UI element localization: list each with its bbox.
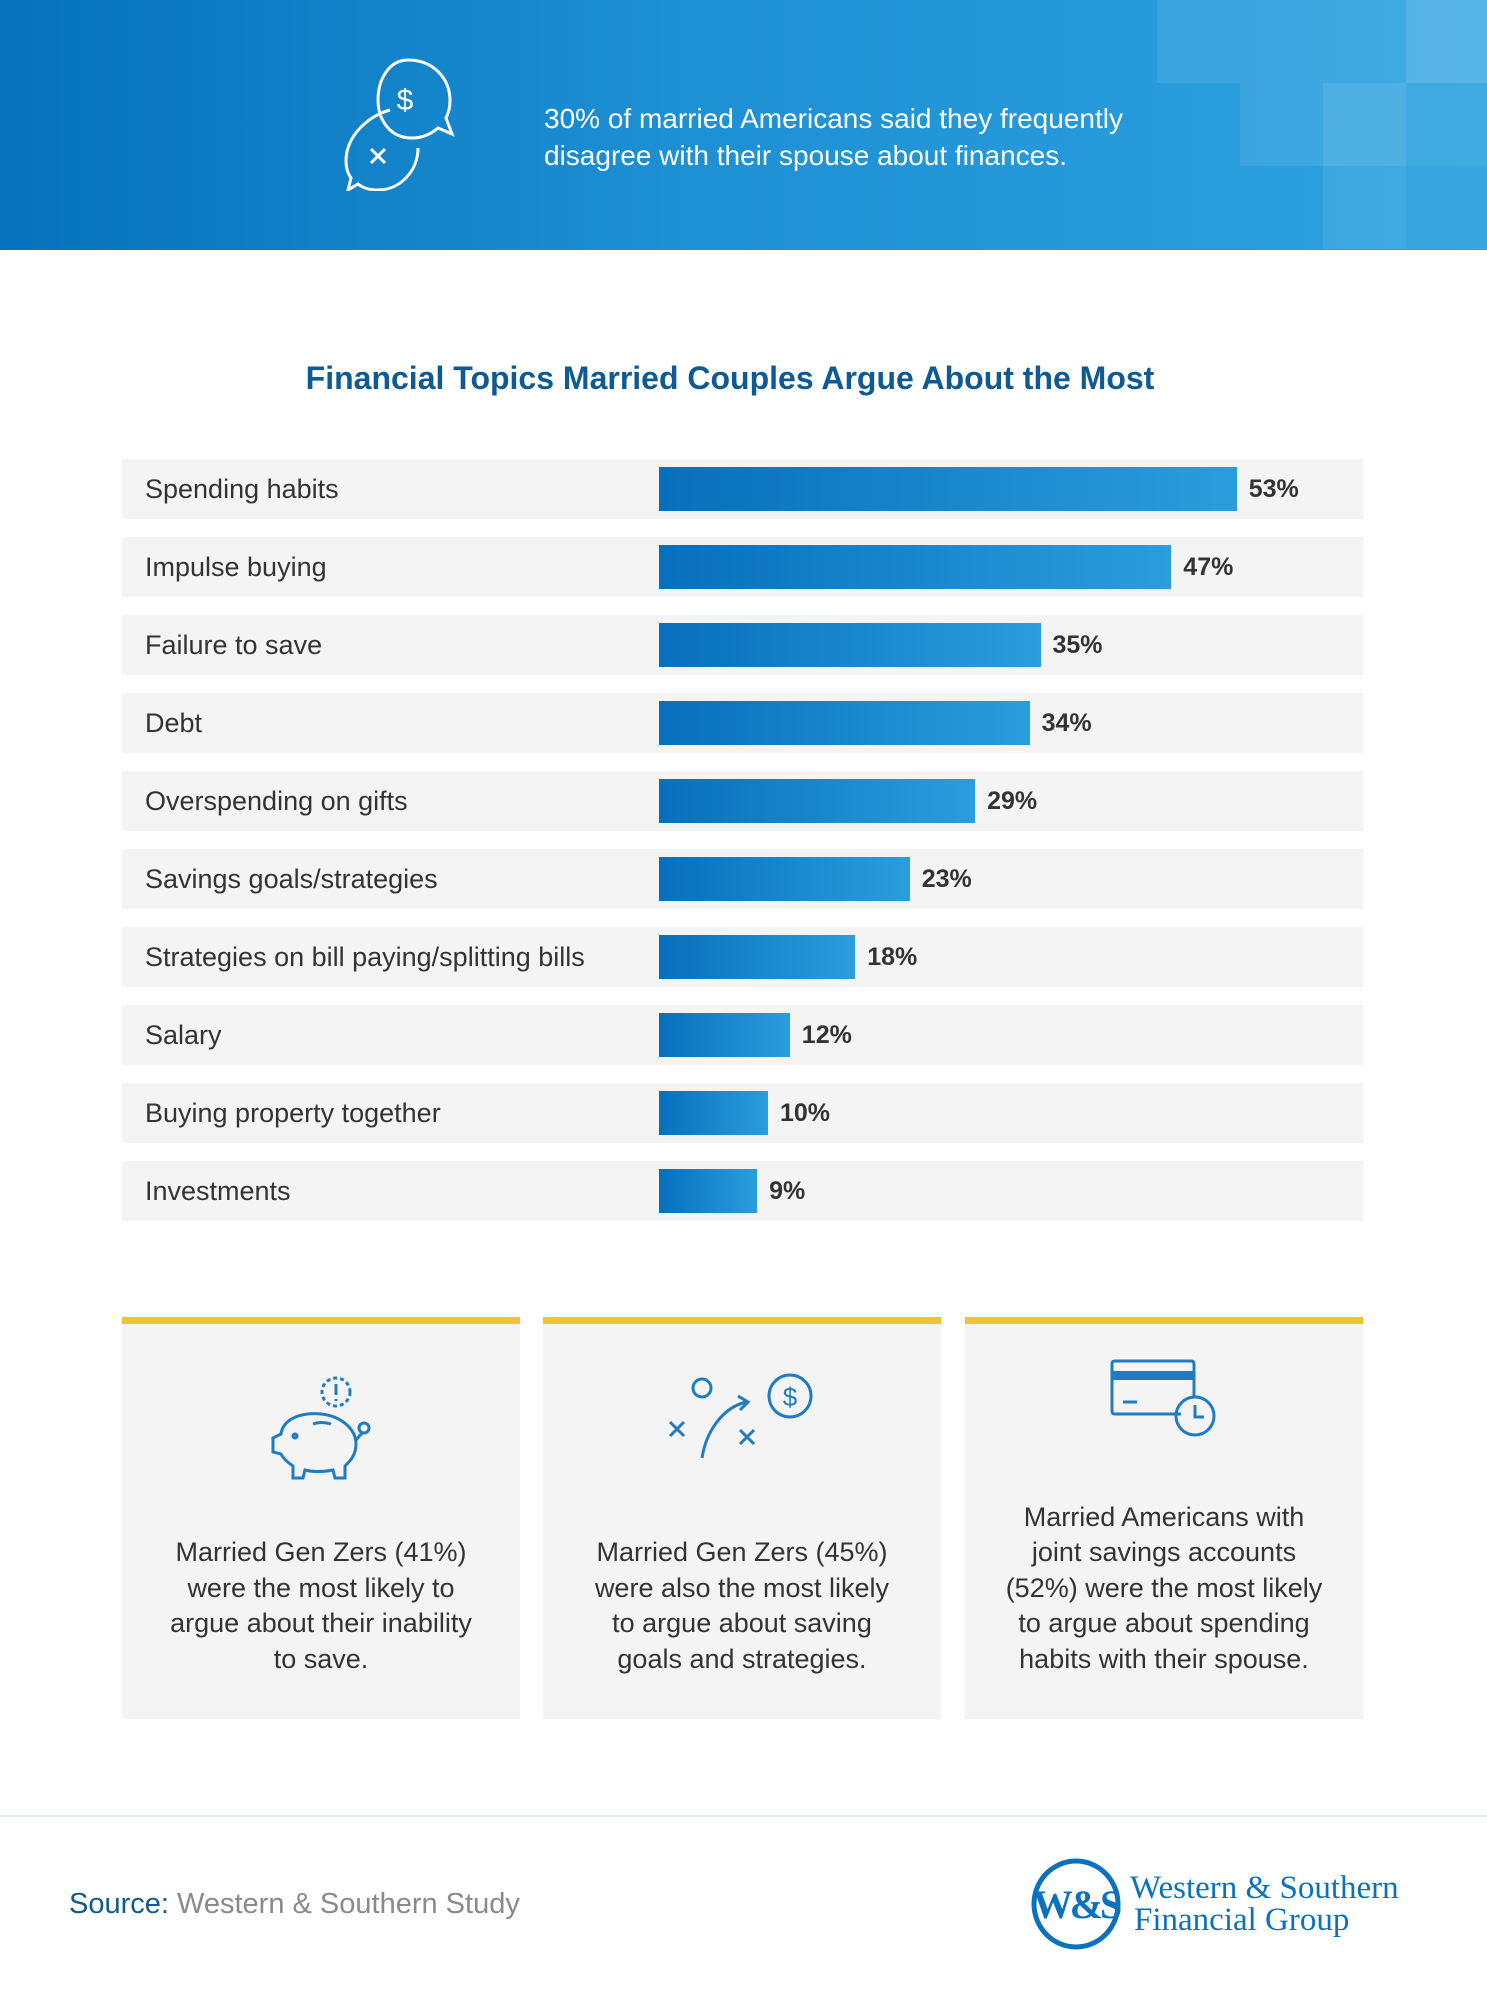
svg-text:Western & Southern: Western & Southern <box>1130 1870 1399 1906</box>
bar-row: Savings goals/strategies 23% <box>122 849 1363 909</box>
bar-label: Buying property together <box>145 1098 441 1128</box>
bar-row: Investments 9% <box>122 1161 1363 1221</box>
bar <box>659 467 1237 511</box>
bar-row: Failure to save 35% <box>122 615 1363 675</box>
source-label: Source: <box>69 1888 169 1920</box>
strategy-play-dollar-icon: $ <box>668 1373 813 1459</box>
piggy-bank-alert-icon <box>271 1376 371 1480</box>
bar-label: Impulse buying <box>145 552 327 582</box>
bar-label: Failure to save <box>145 630 323 660</box>
bar-value-label: 10% <box>780 1099 831 1127</box>
chart-title: Financial Topics Married Couples Argue A… <box>305 360 1155 396</box>
bar-row: Spending habits 53% <box>122 459 1363 519</box>
bar <box>659 857 910 901</box>
bar-value-label: 9% <box>769 1177 806 1205</box>
source-value: Western & Southern Study <box>177 1888 520 1920</box>
bar <box>659 623 1041 667</box>
bar-value-label: 29% <box>987 787 1038 815</box>
bar-label: Salary <box>145 1020 222 1050</box>
bar-label: Spending habits <box>145 474 339 504</box>
svg-text:$: $ <box>783 1382 798 1412</box>
credit-card-clock-icon <box>1110 1359 1216 1437</box>
western-southern-logo: W&S Western & Southern Financial Group <box>1031 1858 1399 1950</box>
bar-label: Strategies on bill paying/splitting bill… <box>145 942 585 972</box>
stat-card-gen-z-goals: $ Married Gen Zers (45%) were also the m… <box>543 1317 941 1719</box>
bar-value-label: 47% <box>1183 553 1234 581</box>
bar <box>659 1013 790 1057</box>
source-note: Source: Western & Southern Study <box>69 1888 520 1921</box>
bar-value-label: 12% <box>801 1021 852 1049</box>
header-stat-text: 30% of married Americans said they frequ… <box>544 103 1123 171</box>
bar-label: Overspending on gifts <box>145 786 408 816</box>
card-text: Married Gen Zers (45%) were also the mos… <box>594 1537 890 1674</box>
svg-text:$: $ <box>397 84 414 117</box>
speech-bubbles-dollar-x-icon: $ <box>344 58 455 191</box>
bar <box>659 545 1172 589</box>
bar <box>659 1169 758 1213</box>
bar-value-label: 53% <box>1248 475 1299 503</box>
bar-label: Debt <box>145 708 203 738</box>
bar <box>659 701 1030 745</box>
svg-text:Financial Group: Financial Group <box>1134 1902 1349 1938</box>
bar-value-label: 34% <box>1041 709 1092 737</box>
bar-row: Buying property together 10% <box>122 1083 1363 1143</box>
bar <box>659 779 976 823</box>
bar <box>659 1091 768 1135</box>
footer-divider <box>0 1815 1487 1817</box>
bar-row: Overspending on gifts 29% <box>122 771 1363 831</box>
bar-label: Savings goals/strategies <box>145 864 438 894</box>
header-banner: $ 30% of married Americans said they fre… <box>0 0 1487 250</box>
svg-text:W&S: W&S <box>1033 1882 1121 1927</box>
bar-value-label: 18% <box>867 943 918 971</box>
bar <box>659 935 856 979</box>
card-text: Married Gen Zers (41%) were the most lik… <box>170 1537 472 1674</box>
card-text: Married Americans with joint savings acc… <box>1005 1501 1323 1674</box>
bar-label: Investments <box>145 1176 291 1206</box>
bar-value-label: 23% <box>921 865 972 893</box>
stat-card-joint-accounts: Married Americans with joint savings acc… <box>965 1317 1363 1719</box>
bar-row: Strategies on bill paying/splitting bill… <box>122 927 1363 987</box>
bar-row: Impulse buying 47% <box>122 537 1363 597</box>
bar-row: Salary 12% <box>122 1005 1363 1065</box>
bar-row: Debt 34% <box>122 693 1363 753</box>
bar-value-label: 35% <box>1052 631 1103 659</box>
stat-card-gen-z-save: Married Gen Zers (41%) were the most lik… <box>122 1317 520 1719</box>
